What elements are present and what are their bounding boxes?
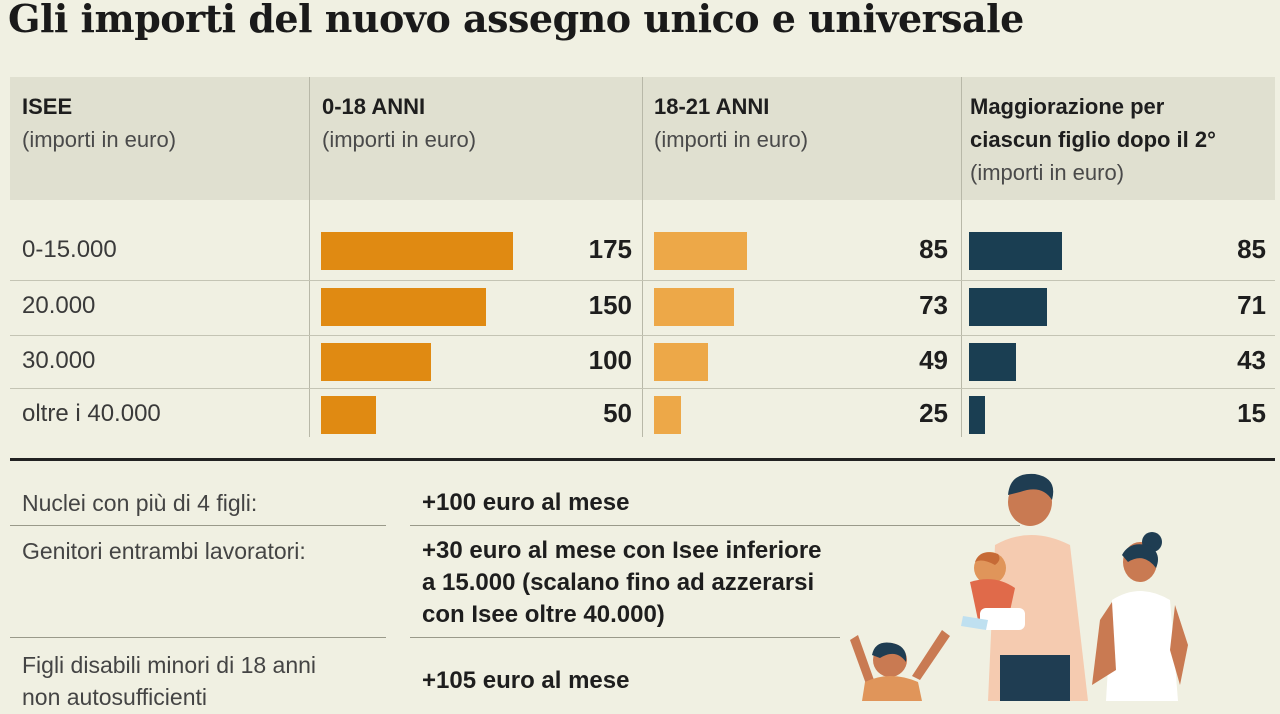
- note-label: Nuclei con più di 4 figli:: [22, 490, 258, 516]
- row-separator: [10, 280, 1275, 281]
- value-label: 85: [919, 234, 948, 264]
- value-label: 85: [1237, 234, 1266, 264]
- value-label: 25: [919, 398, 948, 428]
- column-divider: [961, 77, 962, 437]
- bar: [321, 288, 486, 326]
- value-label: 73: [919, 290, 948, 320]
- column-header-maggiorazione: Maggiorazione per ciascun figlio dopo il …: [970, 94, 1216, 185]
- column-divider: [309, 77, 310, 437]
- note-value: con Isee oltre 40.000): [422, 601, 665, 628]
- note-value: a 15.000 (scalano fino ad azzerarsi: [422, 569, 815, 596]
- note-value: +30 euro al mese con Isee inferiore: [422, 537, 822, 564]
- row-separator: [10, 388, 1275, 389]
- column-divider: [642, 77, 643, 437]
- bar: [654, 343, 708, 381]
- column-header-isee: ISEE (importi in euro): [22, 94, 177, 152]
- bar: [969, 288, 1047, 326]
- row-separator: [10, 335, 1275, 336]
- value-label: 43: [1237, 345, 1266, 375]
- note-value: +105 euro al mese: [422, 667, 630, 694]
- column-header-0-18: 0-18 ANNI (importi in euro): [322, 94, 477, 152]
- column-header-18-21: 18-21 ANNI (importi in euro): [654, 94, 809, 152]
- note-label: Genitori entrambi lavoratori:: [22, 538, 306, 564]
- chart-title: Gli importi del nuovo assegno unico e un…: [8, 0, 1024, 41]
- bar: [654, 288, 734, 326]
- isee-label: oltre i 40.000: [22, 400, 161, 427]
- note-label: non autosufficienti: [22, 684, 207, 710]
- value-label: 150: [588, 290, 632, 320]
- note-separator: [410, 637, 840, 638]
- bar: [969, 232, 1062, 270]
- section-divider: [10, 458, 1275, 461]
- note-separator: [10, 637, 386, 638]
- note-label: Figli disabili minori di 18 anni: [22, 652, 317, 678]
- note-separator: [410, 525, 1020, 526]
- bar: [654, 232, 747, 270]
- isee-label: 20.000: [22, 292, 96, 319]
- isee-label: 30.000: [22, 347, 96, 374]
- bar: [321, 396, 376, 434]
- bar: [321, 343, 431, 381]
- bar: [969, 396, 985, 434]
- value-label: 50: [603, 398, 632, 428]
- note-separator: [10, 525, 386, 526]
- bar: [321, 232, 513, 270]
- value-label: 100: [588, 345, 632, 375]
- value-label: 71: [1237, 290, 1266, 320]
- isee-label: 0-15.000: [22, 236, 117, 263]
- bar: [654, 396, 681, 434]
- note-value: +100 euro al mese: [422, 489, 630, 516]
- value-label: 15: [1237, 398, 1266, 428]
- value-label: 175: [588, 234, 632, 264]
- value-label: 49: [919, 345, 948, 375]
- family-illustration: [850, 473, 1188, 701]
- bar: [969, 343, 1016, 381]
